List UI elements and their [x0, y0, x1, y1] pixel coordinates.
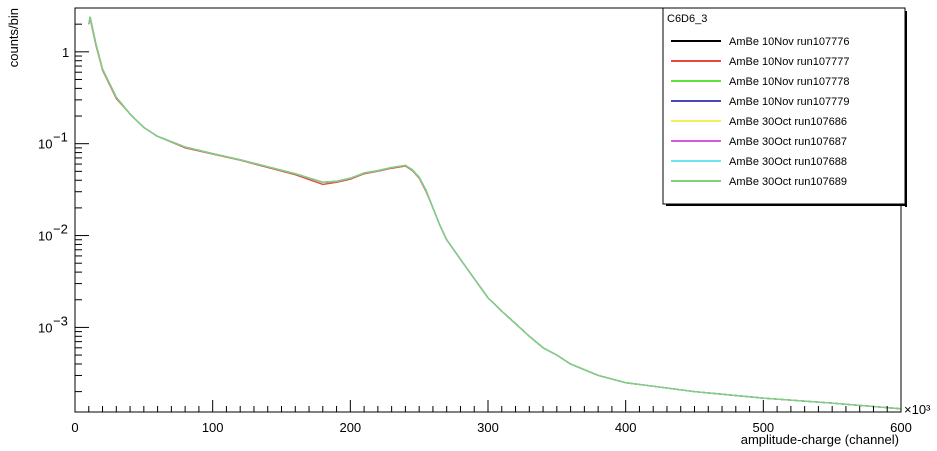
legend-label: AmBe 10Nov run107778 — [729, 76, 849, 88]
y-tick-exponent: −1 — [53, 130, 68, 145]
y-tick-label: 10 — [38, 229, 52, 244]
legend-label: AmBe 10Nov run107776 — [729, 36, 849, 48]
legend-label: AmBe 10Nov run107779 — [729, 96, 849, 108]
y-tick-exponent: −3 — [53, 313, 68, 328]
series-layer — [88, 16, 902, 410]
y-tick-label: 1 — [62, 45, 69, 60]
y-tick-label: 10 — [38, 320, 52, 335]
legend-label: AmBe 10Nov run107777 — [729, 56, 849, 68]
legend: C6D6_3 AmBe 10Nov run107776 AmBe 10Nov run… — [662, 7, 907, 207]
x-tick-label: 200 — [339, 420, 361, 435]
y-tick-exponent: −2 — [53, 222, 68, 237]
legend-label: AmBe 30Oct run107687 — [729, 136, 847, 148]
x-tick-label: 300 — [477, 420, 499, 435]
legend-label: AmBe 30Oct run107686 — [729, 116, 847, 128]
x-axis: 0 100 200 300 400 500 600 — [71, 400, 912, 435]
x-tick-label: 600 — [890, 420, 912, 435]
legend-label: AmBe 30Oct run107689 — [729, 176, 847, 188]
y-tick-label: 10 — [38, 137, 52, 152]
legend-title: C6D6_3 — [667, 13, 707, 25]
y-axis: 10 −310 −210 −11 — [38, 7, 89, 393]
x-axis-title: amplitude-charge (channel) — [741, 432, 899, 447]
x-tick-label: 100 — [202, 420, 224, 435]
legend-shadow — [905, 11, 907, 207]
x-tick-label: 400 — [615, 420, 637, 435]
x-axis-scale-note: ×10³ — [904, 402, 931, 417]
legend-shadow — [666, 204, 907, 206]
series-line-8 — [88, 16, 902, 410]
x-tick-label: 500 — [752, 420, 774, 435]
y-axis-title: counts/bin — [6, 8, 21, 67]
x-tick-label: 0 — [71, 420, 78, 435]
legend-label: AmBe 30Oct run107688 — [729, 156, 847, 168]
